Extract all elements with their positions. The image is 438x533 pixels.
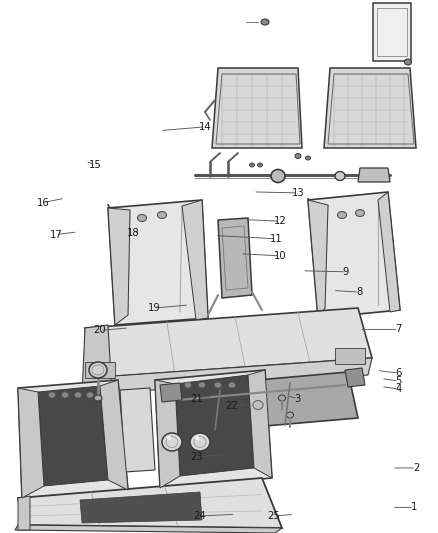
Polygon shape	[155, 380, 180, 488]
Polygon shape	[248, 370, 272, 478]
Ellipse shape	[279, 395, 286, 401]
Ellipse shape	[74, 392, 81, 398]
Polygon shape	[175, 375, 254, 476]
Text: 1: 1	[411, 503, 417, 512]
Text: 12: 12	[274, 216, 287, 226]
Polygon shape	[324, 68, 416, 148]
Polygon shape	[358, 168, 390, 182]
Polygon shape	[378, 192, 400, 312]
Text: 19: 19	[148, 303, 161, 313]
Text: 23: 23	[190, 453, 202, 462]
Text: 2: 2	[413, 463, 419, 473]
Polygon shape	[18, 388, 44, 498]
Polygon shape	[108, 200, 208, 325]
Polygon shape	[85, 308, 372, 378]
Ellipse shape	[253, 400, 263, 409]
Text: 8: 8	[356, 287, 362, 297]
Text: 3: 3	[295, 394, 301, 403]
Ellipse shape	[405, 59, 411, 65]
Ellipse shape	[335, 172, 345, 181]
Ellipse shape	[158, 212, 166, 219]
Ellipse shape	[166, 436, 172, 440]
Polygon shape	[182, 200, 208, 320]
Ellipse shape	[295, 154, 301, 158]
Polygon shape	[308, 200, 328, 318]
Ellipse shape	[190, 433, 210, 451]
Ellipse shape	[184, 382, 191, 388]
Polygon shape	[15, 525, 282, 533]
Ellipse shape	[271, 169, 285, 182]
Text: 21: 21	[190, 394, 203, 403]
Ellipse shape	[242, 438, 248, 442]
Text: 14: 14	[199, 122, 211, 132]
Ellipse shape	[250, 163, 254, 167]
Polygon shape	[160, 372, 358, 435]
Text: 20: 20	[94, 326, 106, 335]
Polygon shape	[18, 380, 128, 498]
Polygon shape	[155, 370, 272, 488]
Text: 17: 17	[49, 230, 63, 239]
Ellipse shape	[356, 209, 364, 216]
Ellipse shape	[138, 214, 146, 222]
Ellipse shape	[286, 412, 293, 418]
Text: 16: 16	[36, 198, 49, 207]
Polygon shape	[345, 368, 365, 387]
Ellipse shape	[61, 392, 68, 398]
Text: 5: 5	[396, 376, 402, 386]
Text: 7: 7	[396, 325, 402, 334]
Text: 4: 4	[396, 384, 402, 394]
Polygon shape	[120, 388, 155, 472]
Polygon shape	[100, 380, 128, 490]
Ellipse shape	[198, 382, 205, 388]
Ellipse shape	[258, 163, 262, 167]
Ellipse shape	[215, 382, 222, 388]
Ellipse shape	[162, 433, 182, 451]
Text: 9: 9	[343, 267, 349, 277]
Polygon shape	[18, 496, 30, 530]
Ellipse shape	[338, 212, 346, 219]
Text: 10: 10	[274, 251, 286, 261]
Ellipse shape	[94, 395, 102, 401]
Ellipse shape	[49, 392, 56, 398]
Polygon shape	[212, 68, 302, 148]
Text: 22: 22	[225, 401, 238, 411]
Text: 15: 15	[89, 160, 102, 170]
Polygon shape	[80, 492, 202, 523]
Bar	[377, 8, 407, 56]
Ellipse shape	[194, 436, 199, 440]
Polygon shape	[108, 208, 130, 325]
Text: 13: 13	[292, 188, 304, 198]
Polygon shape	[82, 325, 112, 395]
Ellipse shape	[305, 156, 311, 160]
Text: 6: 6	[396, 368, 402, 378]
Polygon shape	[218, 218, 252, 298]
Ellipse shape	[261, 19, 269, 25]
Text: 11: 11	[269, 234, 283, 244]
Polygon shape	[38, 386, 108, 486]
Text: 18: 18	[127, 229, 140, 238]
Polygon shape	[308, 192, 400, 318]
Polygon shape	[82, 358, 372, 395]
Ellipse shape	[89, 362, 107, 378]
Bar	[373, 3, 411, 61]
Polygon shape	[335, 348, 365, 364]
Ellipse shape	[229, 382, 236, 388]
Polygon shape	[85, 362, 115, 378]
Ellipse shape	[86, 392, 93, 398]
Text: 24: 24	[193, 511, 205, 521]
Text: 25: 25	[267, 511, 280, 521]
Polygon shape	[160, 383, 182, 402]
Polygon shape	[18, 478, 282, 528]
